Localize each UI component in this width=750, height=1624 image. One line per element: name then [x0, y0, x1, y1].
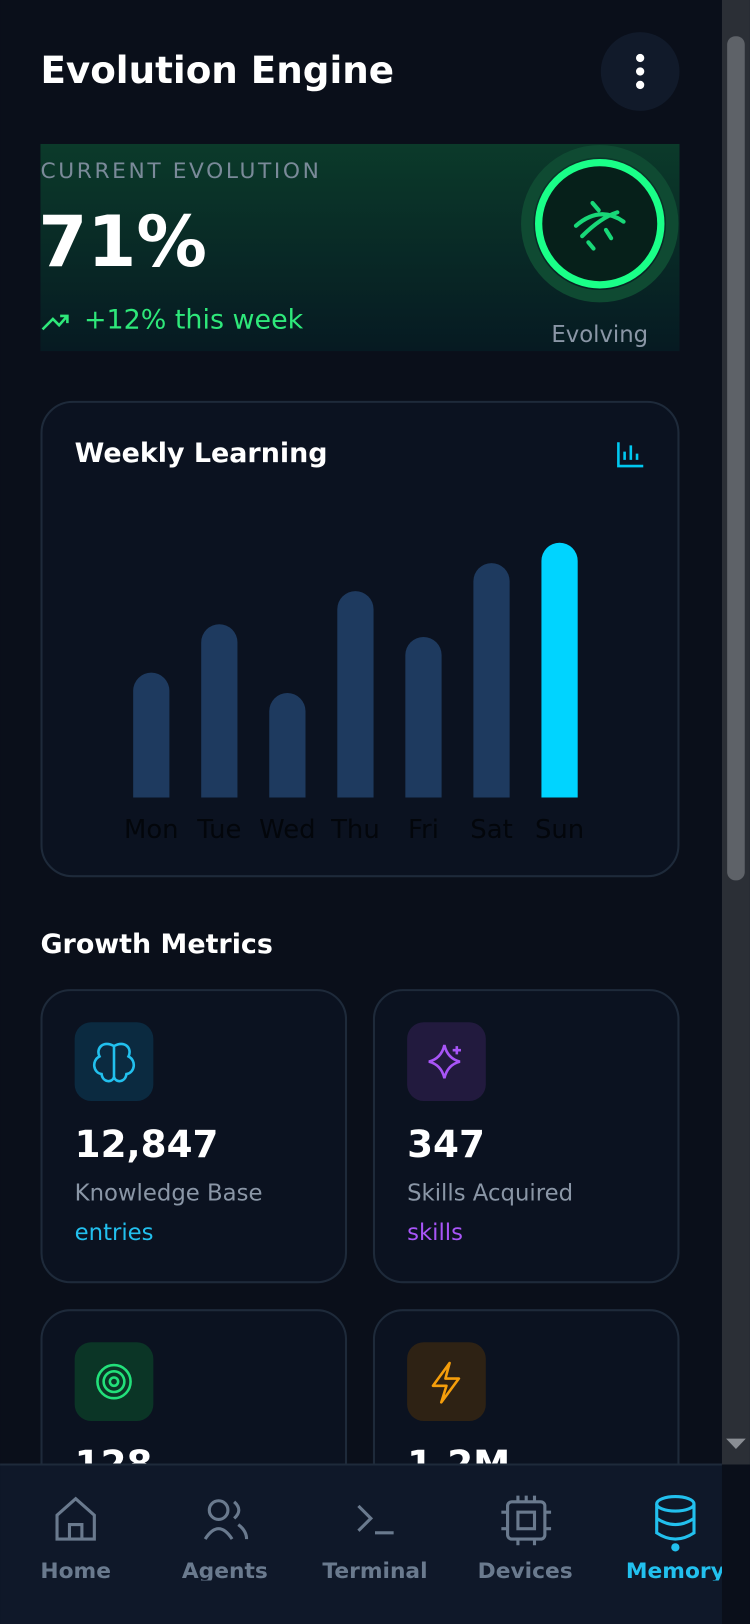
- ring-outer: [521, 145, 679, 303]
- x-tick-label: Thu: [330, 815, 380, 845]
- dna-icon: [573, 200, 626, 251]
- evolution-label: CURRENT EVOLUTION: [40, 159, 321, 184]
- weekly-card: Weekly Learning Mon Tue Wed Thu Fri Sat Sun: [40, 400, 680, 878]
- metric-value: 347: [407, 1122, 485, 1166]
- section-title: Growth Metrics: [40, 929, 272, 960]
- metric-unit: skills: [407, 1220, 463, 1246]
- bar: [133, 672, 170, 798]
- x-tick-label: Sun: [535, 815, 584, 845]
- bar: [541, 542, 578, 798]
- sparkle-icon: [428, 1044, 461, 1079]
- x-tick-label: Mon: [124, 815, 179, 845]
- bar: [405, 636, 442, 798]
- evolution-value: 71%: [38, 201, 207, 283]
- metric-label: Skills Acquired: [407, 1181, 573, 1207]
- menu-button[interactable]: [600, 32, 680, 111]
- x-tick-label: Tue: [196, 815, 241, 845]
- bottom-nav: Home Agents Terminal Devices Memory: [0, 1463, 725, 1624]
- metric-value: 12,847: [75, 1122, 219, 1166]
- bar: [201, 624, 238, 798]
- nav-label[interactable]: Home: [40, 1559, 111, 1584]
- nav-label[interactable]: Devices: [478, 1559, 573, 1584]
- bar: [269, 693, 306, 798]
- page-title: Evolution Engine: [40, 48, 394, 92]
- metric-card: 347 Skills Acquired skills: [372, 989, 680, 1284]
- nav-label[interactable]: Agents: [182, 1559, 268, 1584]
- x-tick-label: Sat: [470, 815, 512, 845]
- nav-label[interactable]: Terminal: [322, 1559, 427, 1584]
- metric-unit: entries: [75, 1220, 154, 1246]
- bar: [337, 591, 374, 798]
- scrollbar: [721, 0, 750, 1465]
- chart-icon: [617, 442, 644, 468]
- bolt-icon: [431, 1361, 461, 1404]
- metric-card: 12,847 Knowledge Base entries: [40, 989, 348, 1284]
- chart-title: Weekly Learning: [75, 438, 328, 469]
- evolution-change: +12% this week: [84, 305, 304, 336]
- bar: [473, 563, 510, 798]
- brain-icon: [93, 1042, 135, 1083]
- x-tick-label: Wed: [259, 815, 315, 845]
- evolution-card: CURRENT EVOLUTION 71% +12% this week Evo…: [38, 143, 680, 352]
- evolution-status: Evolving: [551, 322, 648, 348]
- trend-icon: [41, 314, 69, 331]
- nav-label[interactable]: Memory: [626, 1559, 725, 1584]
- x-tick-label: Fri: [408, 815, 439, 845]
- metric-label: Knowledge Base: [75, 1181, 263, 1207]
